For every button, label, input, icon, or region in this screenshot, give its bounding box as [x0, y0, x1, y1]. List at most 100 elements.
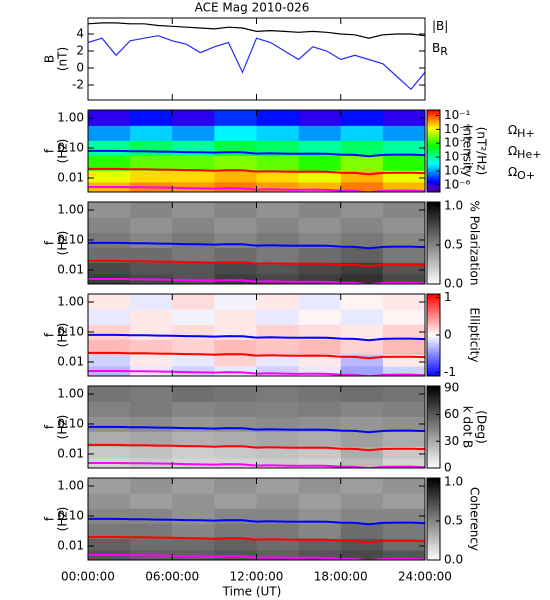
spectrogram-cell: [88, 217, 131, 234]
colorbar-strip: [427, 553, 440, 556]
colorbar-strip: [427, 459, 440, 462]
colorbar-strip: [427, 461, 440, 464]
colorbar-strip: [427, 216, 440, 219]
colorbar-strip: [427, 466, 440, 469]
spectrogram-cell: [256, 550, 300, 560]
colorbar-strip: [427, 131, 440, 134]
colorbar-strip: [427, 522, 440, 525]
colorbar-strip: [427, 239, 440, 242]
colorbar-strip: [427, 178, 440, 181]
colorbar-strip: [427, 206, 440, 209]
colorbar-strip: [427, 326, 440, 329]
colorbar-strip: [427, 318, 440, 321]
colorbar-strip: [427, 487, 440, 490]
colorbar-strip: [427, 525, 440, 528]
spectrogram-cell: [340, 550, 384, 560]
spectrogram-cell: [130, 523, 173, 540]
colorbar-strip: [427, 221, 440, 224]
series-line: [88, 259, 425, 268]
colorbar-strip: [427, 116, 440, 119]
colorbar-strip: [427, 234, 440, 237]
spectrogram-cell: [298, 366, 342, 376]
spectrogram-cell: [340, 182, 384, 192]
plot-area: [88, 202, 425, 284]
spectrogram-cell: [130, 309, 173, 326]
colorbar-strip: [427, 254, 440, 257]
spectrogram-cell: [382, 170, 425, 183]
y-axis-label: f: [43, 516, 57, 521]
colorbar-tick-label: 60: [444, 407, 459, 421]
x-tick-label: 06:00:00: [145, 570, 199, 584]
y-tick-label: -2: [72, 78, 84, 92]
colorbar-strip: [427, 372, 440, 375]
colorbar-strip: [427, 188, 440, 191]
colorbar-label: (nT²/Hz): [475, 127, 489, 175]
colorbar-strip: [427, 436, 440, 439]
spectrogram-cell: [382, 217, 425, 234]
colorbar-strip: [427, 215, 440, 218]
spectrogram-cell: [382, 478, 425, 495]
spectrogram-cell: [88, 431, 131, 448]
colorbar-strip: [427, 226, 440, 229]
colorbar-strip: [427, 408, 440, 411]
spectrogram-cell: [88, 508, 131, 525]
colorbar-strip: [427, 233, 440, 236]
colorbar-tick-label: 30: [444, 434, 459, 448]
series-line: [88, 22, 425, 39]
spectrogram-cell: [256, 182, 300, 192]
colorbar-strip: [427, 218, 440, 221]
spectrogram-cell: [130, 401, 173, 418]
spectrogram-cell: [382, 431, 425, 448]
spectrogram-cell: [130, 508, 173, 525]
spectrogram-cell: [214, 182, 257, 192]
colorbar-strip: [427, 336, 440, 339]
spectrogram-cell: [130, 324, 173, 341]
spectrogram-cell: [340, 232, 384, 249]
spectrogram-cell: [214, 386, 257, 403]
colorbar-strip: [427, 244, 440, 247]
colorbar-strip: [427, 479, 440, 482]
colorbar-strip: [427, 338, 440, 341]
colorbar-strip: [427, 302, 440, 305]
colorbar-strip: [427, 333, 440, 336]
colorbar-tick-label: 1: [444, 290, 452, 304]
spectrogram-cell: [382, 508, 425, 525]
x-tick-label: 24:00:00: [398, 570, 452, 584]
spectrogram-cell: [214, 274, 257, 284]
colorbar-strip: [427, 412, 440, 415]
colorbar-strip: [427, 165, 440, 168]
spectrogram-cell: [340, 366, 384, 376]
spectrogram-cell: [256, 170, 300, 183]
y-tick-label: 1.00: [57, 387, 84, 401]
spectrogram-cell: [340, 458, 384, 468]
spectrogram-cell: [130, 386, 173, 403]
colorbar-strip: [427, 395, 440, 398]
spectrogram-cell: [340, 125, 384, 142]
spectrogram-cell: [298, 493, 342, 510]
spectrogram-cell: [172, 125, 215, 142]
colorbar-strip: [427, 339, 440, 342]
colorbar-strip: [427, 423, 440, 426]
colorbar-strip: [427, 110, 440, 113]
legend-entry: ΩH+: [508, 123, 535, 141]
colorbar-strip: [427, 151, 440, 154]
legend-entry: BR: [432, 41, 448, 59]
spectrogram-cell: [298, 140, 342, 157]
y-tick-label: 0.10: [57, 508, 84, 522]
colorbar-strip: [427, 348, 440, 351]
colorbar-strip: [427, 134, 440, 137]
y-axis-label: f: [43, 240, 57, 245]
colorbar-strip: [427, 203, 440, 206]
spectrogram-cell: [298, 508, 342, 525]
colorbar-strip: [427, 550, 440, 553]
colorbar-strip: [427, 418, 440, 421]
plot-area: [88, 22, 425, 91]
spectrogram-cell: [382, 366, 425, 376]
spectrogram-cell: [382, 538, 425, 551]
spectrogram-cell: [340, 324, 384, 341]
spectrogram-cell: [88, 538, 131, 551]
spectrogram-cell: [88, 125, 131, 142]
spectrogram-cell: [298, 309, 342, 326]
colorbar-tick-label: 10⁻⁵: [444, 163, 471, 177]
